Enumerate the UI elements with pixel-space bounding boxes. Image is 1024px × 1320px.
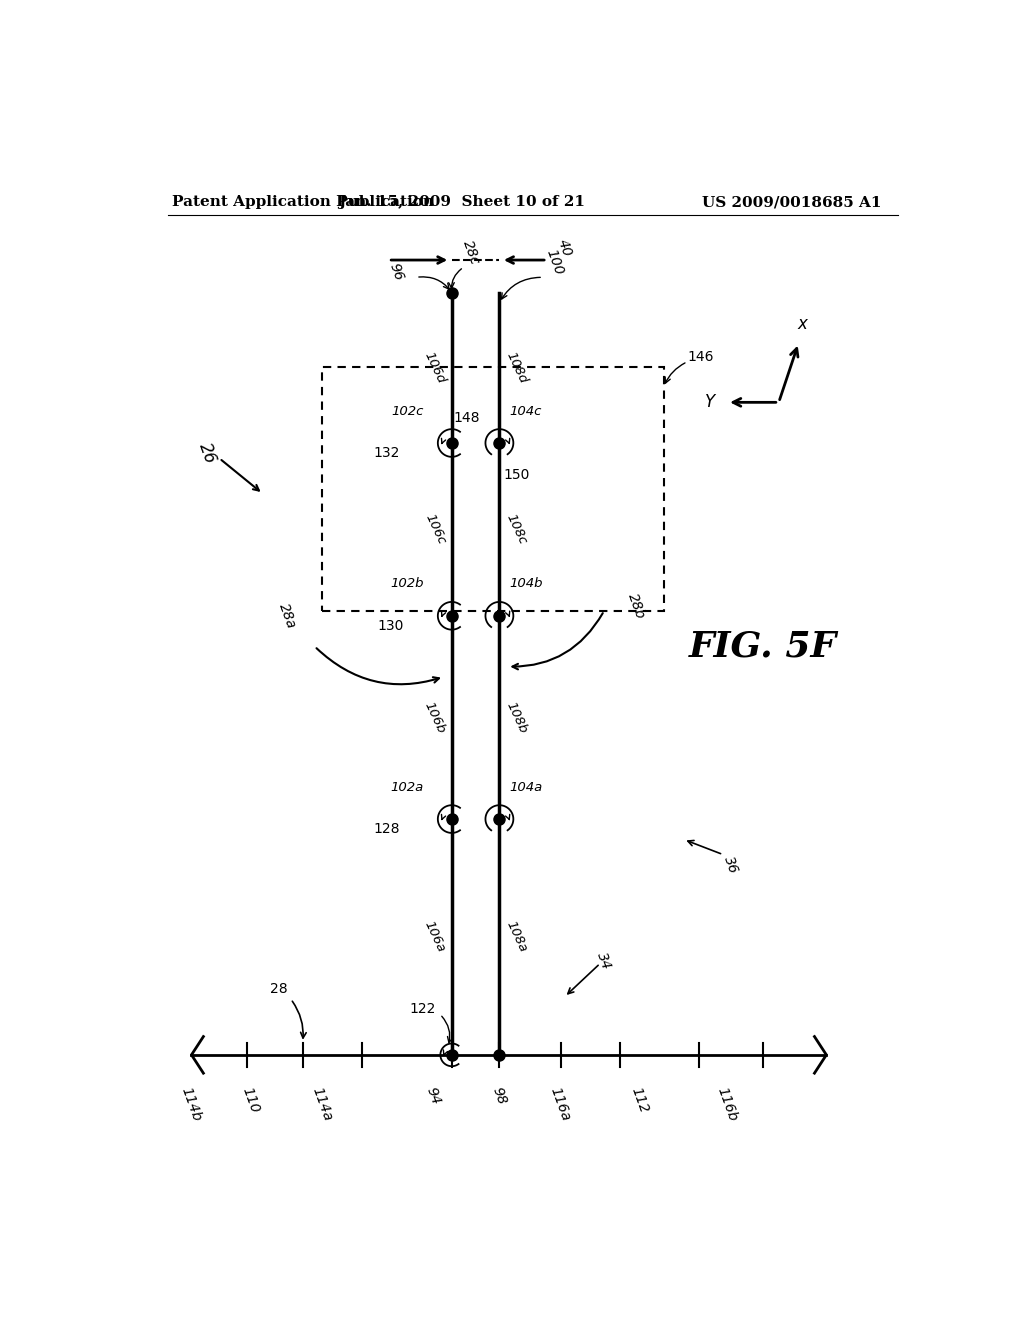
Text: Jan. 15, 2009  Sheet 10 of 21: Jan. 15, 2009 Sheet 10 of 21 [338,195,585,209]
Text: 34: 34 [595,950,613,972]
Text: x: x [798,314,808,333]
Text: 96: 96 [387,261,406,282]
Text: 26: 26 [196,440,219,466]
Text: 130: 130 [378,619,404,634]
Text: 102b: 102b [390,577,424,590]
Text: 148: 148 [454,411,480,425]
Text: 104b: 104b [509,577,543,590]
Text: 146: 146 [687,350,714,363]
Text: 94: 94 [424,1085,443,1107]
Text: 114a: 114a [310,1085,335,1123]
Text: 106b: 106b [422,700,447,735]
Text: 102c: 102c [391,405,424,417]
Text: 98: 98 [489,1085,509,1107]
Text: 106a: 106a [422,919,447,954]
Text: 108b: 108b [504,700,529,735]
Text: 116a: 116a [548,1085,573,1123]
Text: 132: 132 [374,446,400,461]
Text: FIG. 5F: FIG. 5F [689,630,837,663]
Text: 116b: 116b [715,1085,739,1123]
Text: US 2009/0018685 A1: US 2009/0018685 A1 [702,195,882,209]
Text: 122: 122 [410,1002,436,1016]
Text: 150: 150 [504,469,529,482]
Text: 104a: 104a [509,780,542,793]
Text: 102a: 102a [391,780,424,793]
Text: 36: 36 [722,854,740,875]
Text: 40: 40 [555,238,574,259]
Text: 108c: 108c [504,512,528,546]
Text: 104c: 104c [509,405,542,417]
Text: 106c: 106c [422,512,447,546]
Text: 28c: 28c [460,239,481,267]
Text: 28b: 28b [625,591,647,620]
Text: 112: 112 [629,1085,651,1115]
Text: 110: 110 [240,1085,262,1115]
Text: 28: 28 [270,982,288,995]
Text: 108a: 108a [504,919,529,954]
Text: Y: Y [706,393,715,412]
Text: 128: 128 [374,822,400,837]
Text: Patent Application Publication: Patent Application Publication [172,195,433,209]
Text: 28a: 28a [275,601,298,631]
Text: 100: 100 [543,248,565,277]
Text: 114b: 114b [179,1085,204,1123]
Text: 106d: 106d [422,350,447,385]
Text: 108d: 108d [504,350,529,385]
Bar [323,367,664,611]
